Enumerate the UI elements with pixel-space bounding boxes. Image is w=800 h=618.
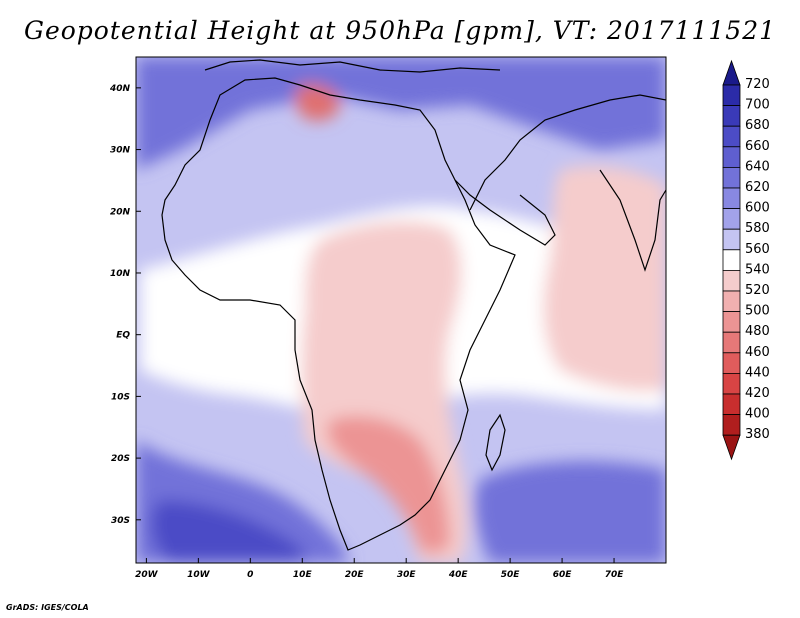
lon-tick-label: 40E	[448, 570, 469, 580]
colorbar-swatch	[722, 105, 741, 127]
lat-tick-label: 30S	[111, 516, 130, 526]
lat-tick-label: 30N	[110, 146, 131, 156]
colorbar-label: 600	[745, 201, 770, 216]
lon-tick-label: 0	[247, 570, 253, 580]
colorbar-swatch	[722, 290, 741, 313]
lon-tick-label: 60E	[553, 570, 573, 580]
height-field	[136, 57, 666, 563]
field-southern-africa-high	[327, 416, 450, 554]
colorbar-swatch	[722, 187, 741, 210]
lon-tick-label: 50E	[501, 570, 521, 580]
colorbar-swatch	[722, 146, 741, 168]
lon-tick-label: 10E	[293, 570, 313, 580]
field-southwest-deep-blue	[151, 500, 306, 563]
grads-credit: GrADS: IGES/COLA	[6, 603, 89, 612]
colorbar-label: 460	[745, 345, 770, 360]
asia-coastline	[469, 94, 666, 211]
lon-tick-label: 10W	[187, 570, 211, 580]
longitude-axis: 20W 10W 0 10E 20E 30E 40E 50E 60E 70E	[135, 558, 624, 580]
india-coastline	[599, 169, 666, 272]
lon-tick-label: 20E	[345, 570, 365, 580]
colorbar-swatch	[722, 331, 741, 354]
lat-tick-label: EQ	[116, 331, 130, 341]
europe-coastline	[204, 59, 501, 73]
colorbar-bottom-arrow	[722, 434, 741, 461]
colorbar-label: 560	[745, 242, 770, 257]
colorbar-label: 640	[745, 159, 770, 174]
colorbar-swatch	[722, 228, 741, 251]
colorbar-swatch	[722, 125, 741, 148]
field-southeast-blue	[474, 461, 666, 563]
lon-tick-label: 20W	[135, 570, 159, 580]
colorbar-label: 500	[745, 304, 770, 319]
colorbar-swatch	[722, 393, 741, 416]
colorbar-label: 720	[745, 77, 770, 92]
colorbar-swatch	[722, 372, 741, 395]
arabia-coastline	[454, 179, 556, 246]
colorbar-label: 700	[745, 98, 770, 113]
colorbar-swatch	[722, 84, 741, 107]
coastlines	[161, 59, 666, 551]
africa-coastline	[161, 77, 516, 551]
colorbar-top-arrow	[722, 59, 741, 86]
colorbar-swatch	[722, 166, 741, 189]
colorbar-swatch	[722, 414, 741, 436]
colorbar-swatch	[722, 352, 741, 374]
lon-tick-label: 30E	[397, 570, 417, 580]
colorbar-label: 400	[745, 407, 770, 422]
colorbar-swatch	[722, 311, 741, 333]
field-indian-ocean-high	[543, 165, 666, 392]
colorbar-swatch	[722, 208, 741, 230]
lat-tick-label: 20N	[110, 207, 131, 217]
colorbar-swatch	[722, 249, 741, 271]
latitude-axis: 40N 30N 20N 10N EQ 10S 20S 30S	[109, 84, 141, 526]
colorbar-label: 480	[745, 324, 770, 339]
madagascar-coastline	[485, 413, 506, 472]
colorbar-label: 520	[745, 283, 770, 298]
colorbar-label: 440	[745, 365, 770, 380]
colorbar-label: 540	[745, 262, 770, 277]
lat-tick-label: 20S	[111, 454, 130, 464]
lon-tick-label: 70E	[605, 570, 625, 580]
colorbar-label: 620	[745, 180, 770, 195]
field-north-blue	[136, 57, 666, 170]
colorbar-label: 580	[745, 221, 770, 236]
colorbar-label: 660	[745, 139, 770, 154]
colorbar-label: 380	[745, 427, 770, 442]
colorbar: 720 700 680 660 640 620 600 580 560 540 520 500 480 4…	[722, 59, 770, 461]
field-mediterranean-high	[295, 83, 340, 121]
colorbar-label: 420	[745, 386, 770, 401]
lat-tick-label: 10N	[110, 269, 131, 279]
chart-title: Geopotential Height at 950hPa [gpm], VT:…	[23, 16, 777, 45]
colorbar-swatch	[722, 269, 741, 292]
lat-tick-label: 10S	[111, 392, 130, 402]
lat-tick-label: 40N	[109, 84, 131, 94]
colorbar-label: 680	[745, 118, 770, 133]
plot-frame	[135, 56, 667, 564]
